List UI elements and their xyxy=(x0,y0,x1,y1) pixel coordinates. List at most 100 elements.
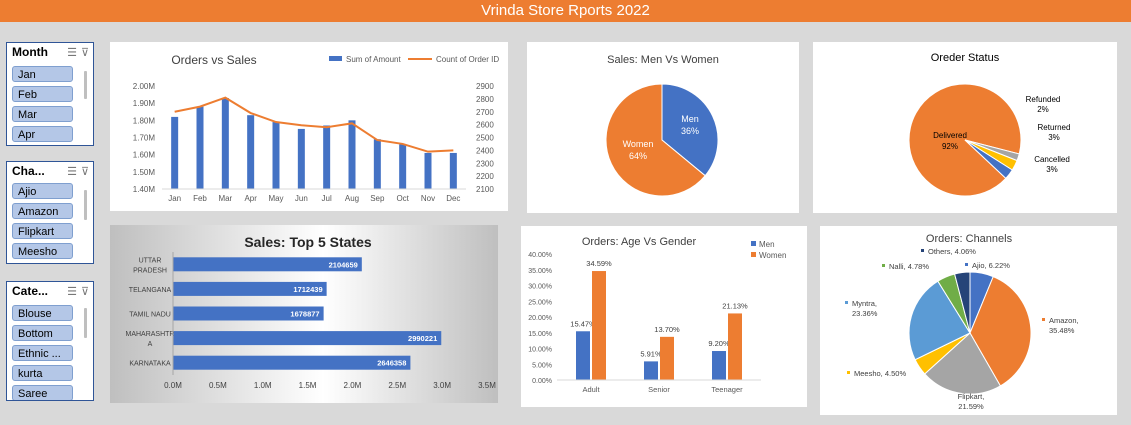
slicer-item-jan[interactable]: Jan xyxy=(12,66,73,82)
month-slicer-scrollbar[interactable] xyxy=(84,71,87,99)
x-tick-label: 0.0M xyxy=(164,381,182,390)
slice-label-meesho: Meesho, 4.50% xyxy=(854,369,906,378)
sales-men-women-svg: Sales: Men Vs Women Men 36% Women 64% xyxy=(605,54,719,197)
bar-may xyxy=(272,122,280,189)
month-slicer[interactable]: Month ☰ ⊽ Jan Feb Mar Apr xyxy=(6,42,94,146)
bar-tamil-nadu xyxy=(173,306,324,321)
slice-pct-returned: 3% xyxy=(1048,133,1060,142)
clear-filter-icon[interactable]: ⊽ xyxy=(80,286,89,298)
slice-label-cancelled: Cancelled xyxy=(1034,155,1070,164)
y2-tick-label: 2100 xyxy=(476,185,494,194)
x-tick-label: Apr xyxy=(244,194,257,203)
slice-pct-amazon: 35.48% xyxy=(1049,326,1075,335)
slice-label-women: Women xyxy=(623,139,654,149)
slicer-item-saree[interactable]: Saree xyxy=(12,385,73,400)
slicer-item-ajio[interactable]: Ajio xyxy=(12,183,73,199)
x-tick-label: Jun xyxy=(295,194,308,203)
chart-title: Orders: Age Vs Gender xyxy=(582,236,697,248)
bar-nov xyxy=(424,152,432,189)
age-vs-gender-chart[interactable]: Orders: Age Vs Gender Men Women 40.00% 35.00… xyxy=(521,226,807,407)
y-tick-label: PRADESH xyxy=(133,267,167,274)
dashboard-title-banner: Vrinda Store Rports 2022 xyxy=(0,0,1131,22)
slice-pct-women: 64% xyxy=(629,151,647,161)
slicer-item-mar[interactable]: Mar xyxy=(12,106,73,122)
slicer-item-ethnic[interactable]: Ethnic ... xyxy=(12,345,73,361)
slice-label-amazon: Amazon, xyxy=(1049,316,1079,325)
legend-marker-meesho xyxy=(847,371,850,374)
month-slicer-title: Month xyxy=(12,45,48,59)
slice-label-refunded: Refunded xyxy=(1026,95,1061,104)
count-of-order-id-line xyxy=(174,96,454,153)
slicer-item-kurta[interactable]: kurta xyxy=(12,365,73,381)
bar-dec xyxy=(449,152,457,189)
slicer-item-flipkart[interactable]: Flipkart xyxy=(12,223,73,239)
slicer-item-blouse[interactable]: Blouse xyxy=(12,305,73,321)
x-tick-label: 2.5M xyxy=(388,381,406,390)
slicer-item-feb[interactable]: Feb xyxy=(12,86,73,102)
y2-tick-label: 2600 xyxy=(476,121,494,130)
channel-slicer[interactable]: Cha... ☰ ⊽ Ajio Amazon Flipkart Meesho xyxy=(6,161,94,264)
bar-senior-men xyxy=(644,361,658,380)
bar-value-label: 15.47% xyxy=(570,319,596,328)
legend-label-count-of-order-id: Count of Order ID xyxy=(436,55,499,64)
bar-value-label: 1712439 xyxy=(293,285,322,294)
x-tick-label: 2.0M xyxy=(344,381,362,390)
bar-jul xyxy=(323,125,331,189)
slicer-item-apr[interactable]: Apr xyxy=(12,126,73,142)
bar-karnataka xyxy=(173,355,411,370)
y-tick-label: 25.00% xyxy=(528,299,552,306)
bar-aug xyxy=(348,120,356,189)
legend-marker-amazon xyxy=(1042,318,1045,321)
slice-label-delivered: Delivered xyxy=(933,131,967,140)
bar-feb xyxy=(196,106,204,189)
x-tick-label: 3.5M xyxy=(478,381,496,390)
category-slicer[interactable]: Cate... ☰ ⊽ Blouse Bottom Ethnic ... kurt… xyxy=(6,281,94,401)
orders-channels-chart[interactable]: Orders: Channels Ajio, 6.22% Amazon, 35.48%… xyxy=(820,226,1117,415)
bar-value-label: 5.91% xyxy=(640,349,662,358)
slicer-item-meesho[interactable]: Meesho xyxy=(12,243,73,259)
x-tick-label: Jul xyxy=(322,194,332,203)
slice-label-myntra: Myntra, xyxy=(852,299,877,308)
x-tick-label: 3.0M xyxy=(433,381,451,390)
sales-men-women-chart[interactable]: Sales: Men Vs Women Men 36% Women 64% xyxy=(527,42,799,213)
x-tick-label: Dec xyxy=(446,194,460,203)
orders-channels-svg: Orders: Channels Ajio, 6.22% Amazon,35.48%… xyxy=(845,233,1079,411)
legend-marker-ajio xyxy=(965,263,968,266)
slicer-item-bottom[interactable]: Bottom xyxy=(12,325,73,341)
clear-filter-icon[interactable]: ⊽ xyxy=(80,47,89,59)
legend-swatch-men xyxy=(751,241,756,246)
orders-vs-sales-chart[interactable]: Orders vs Sales Sum of Amount Count of Ord… xyxy=(110,42,508,211)
legend-label-women: Women xyxy=(759,251,786,260)
category-slicer-header: Cate... ☰ ⊽ xyxy=(7,282,93,302)
y-tick-label: 15.00% xyxy=(528,331,552,338)
top5-states-chart[interactable]: Sales: Top 5 States 2104659 UTTAR PRADESH 17… xyxy=(110,225,498,403)
bar-maharashtra xyxy=(173,331,442,346)
order-status-chart[interactable]: Oreder Status Delivered 92% Refunded 2% Retur… xyxy=(813,42,1117,213)
multi-select-icon[interactable]: ☰ xyxy=(67,166,77,178)
chart-title: Orders: Channels xyxy=(926,233,1013,245)
top5-states-svg: Sales: Top 5 States 2104659 UTTAR PRADESH 17… xyxy=(125,234,496,390)
x-tick-label: 1.0M xyxy=(254,381,272,390)
multi-select-icon[interactable]: ☰ xyxy=(67,286,77,298)
bar-oct xyxy=(399,144,407,189)
slicer-item-amazon[interactable]: Amazon xyxy=(12,203,73,219)
clear-filter-icon[interactable]: ⊽ xyxy=(80,166,89,178)
bar-senior-women xyxy=(660,336,674,380)
multi-select-icon[interactable]: ☰ xyxy=(67,47,77,59)
slice-label-men: Men xyxy=(681,114,699,124)
y-tick-label: 40.00% xyxy=(528,252,552,259)
y-tick-label: UTTAR xyxy=(139,257,162,264)
legend-marker-flipkart xyxy=(969,390,972,393)
pie-slice-men xyxy=(661,83,719,177)
category-slicer-scrollbar[interactable] xyxy=(84,308,87,338)
legend-marker-others xyxy=(921,249,924,252)
slice-pct-men: 36% xyxy=(681,126,699,136)
y-tick-label: MAHARASHTR xyxy=(125,331,174,338)
channel-slicer-scrollbar[interactable] xyxy=(84,190,87,220)
slice-pct-flipkart: 21.59% xyxy=(958,402,984,411)
y-tick-label: 1.50M xyxy=(133,168,156,177)
dashboard-title: Vrinda Store Rports 2022 xyxy=(481,2,650,19)
bar-value-label: 2646358 xyxy=(377,359,406,368)
y-tick-label: TAMIL NADU xyxy=(129,312,171,319)
